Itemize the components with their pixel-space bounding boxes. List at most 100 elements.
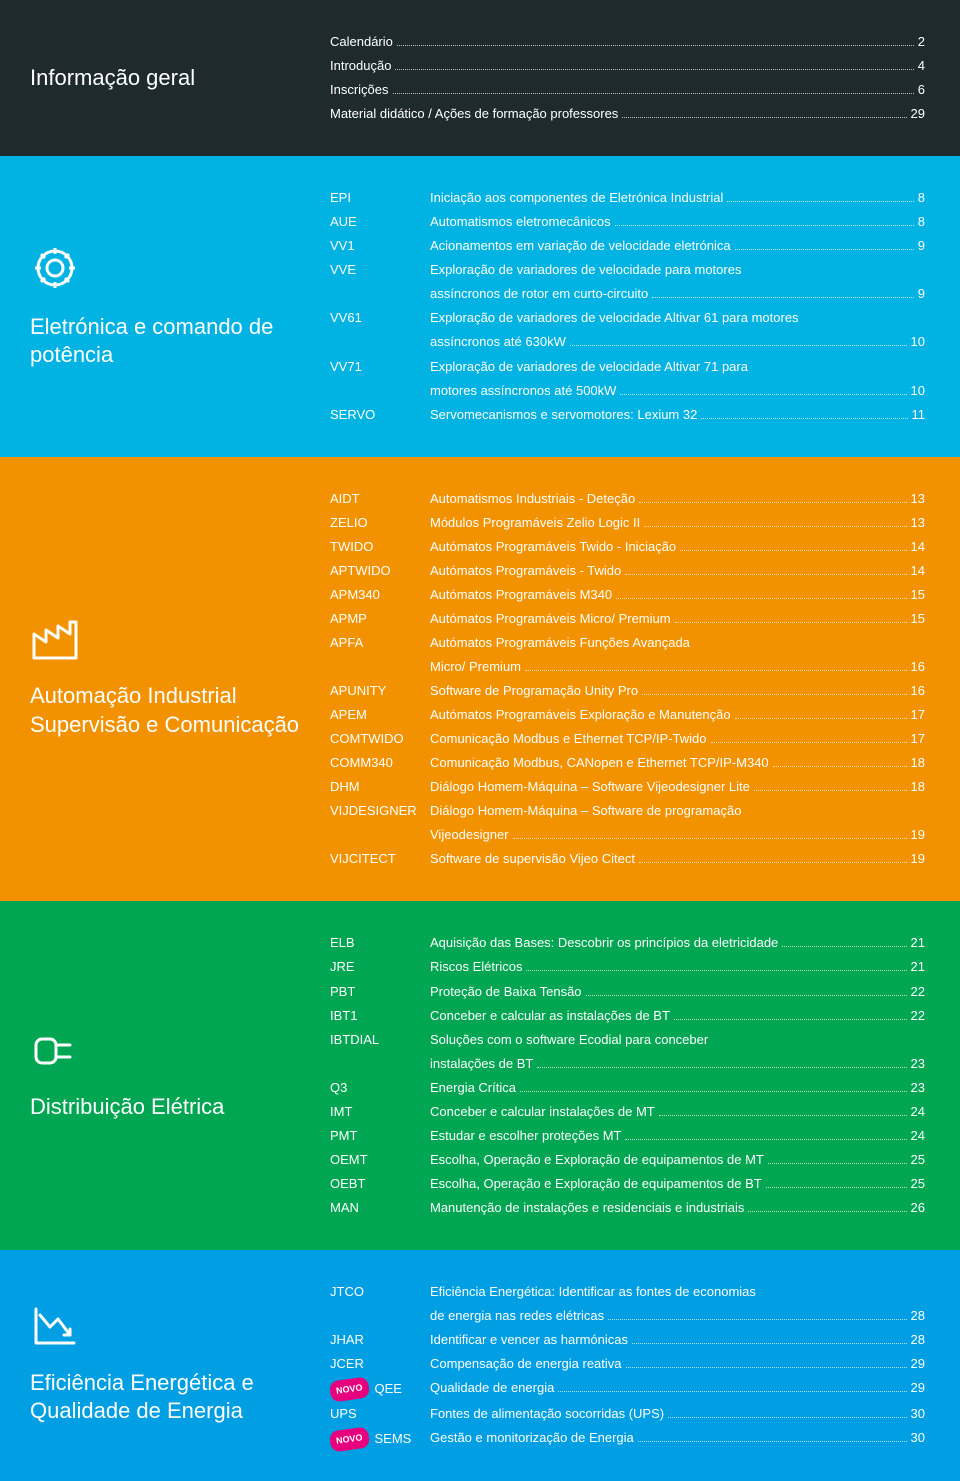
toc-row: MANManutenção de instalações e residenci… [330,1196,925,1220]
toc-code: IMT [330,1100,430,1124]
toc-leader [768,1163,907,1164]
toc-page: 19 [911,847,925,871]
toc-code: JHAR [330,1328,430,1352]
novo-badge: NOVO [329,1426,370,1452]
section-heading: Informação geral [30,30,330,126]
toc-label: Soluções com o software Ecodial para con… [430,1028,708,1052]
toc-leader [711,742,907,743]
toc-code: VV71 [330,355,430,379]
toc-row: JCERCompensação de energia reativa29 [330,1352,925,1376]
toc-row: APUNITYSoftware de Programação Unity Pro… [330,679,925,703]
toc-row: VIJDESIGNERDiálogo Homem-Máquina – Softw… [330,799,925,823]
plug-icon [30,1029,330,1078]
toc-row: AIDTAutomatismos Industriais - Deteção13 [330,487,925,511]
toc-row: VV1Acionamentos em variação de velocidad… [330,234,925,258]
toc-page: 2 [918,30,925,54]
toc-label: Comunicação Modbus, CANopen e Ethernet T… [430,751,769,775]
toc-label: Diálogo Homem-Máquina – Software Vijeode… [430,775,750,799]
toc-label: Exploração de variadores de velocidade A… [430,355,748,379]
toc-label: Introdução [330,54,391,78]
toc-leader [395,69,913,70]
toc-label: Módulos Programáveis Zelio Logic II [430,511,640,535]
toc-row: PMTEstudar e escolher proteções MT24 [330,1124,925,1148]
toc-page: 16 [911,655,925,679]
toc-page: 10 [911,330,925,354]
toc-leader [674,1019,907,1020]
toc-leader [668,1417,906,1418]
toc-code: VV61 [330,306,430,330]
toc-leader [615,225,914,226]
section-title: Informação geral [30,64,330,93]
toc-code: APM340 [330,583,430,607]
toc-leader [558,1391,906,1392]
toc-code: AUE [330,210,430,234]
toc-leader [680,550,906,551]
section-heading: Eficiência Energética e Qualidade de Ene… [30,1280,330,1451]
toc-row: Calendário2 [330,30,925,54]
toc-list: ELBAquisição das Bases: Descobrir os pri… [330,931,925,1220]
toc-label: Material didático / Ações de formação pr… [330,102,618,126]
toc-list: AIDTAutomatismos Industriais - Deteção13… [330,487,925,872]
section-title: Eficiência Energética e Qualidade de Ene… [30,1369,330,1426]
toc-page: 9 [918,282,925,306]
toc-label: Automatismos eletromecânicos [430,210,611,234]
section-distribuicao: Distribuição Elétrica ELBAquisição das Ba… [0,901,960,1250]
toc-code: IBTDIAL [330,1028,430,1052]
toc-leader [782,946,906,947]
toc-row: Inscrições6 [330,78,925,102]
toc-label: Conceber e calcular instalações de MT [430,1100,655,1124]
toc-leader [622,117,906,118]
toc-page: 29 [911,1352,925,1376]
toc-leader [754,790,907,791]
toc-code: JTCO [330,1280,430,1304]
toc-leader [659,1115,907,1116]
toc-code: JCER [330,1352,430,1376]
toc-row: APEMAutómatos Programáveis Exploração e … [330,703,925,727]
toc-row: Material didático / Ações de formação pr… [330,102,925,126]
toc-row: ELBAquisição das Bases: Descobrir os pri… [330,931,925,955]
toc-leader [537,1067,906,1068]
toc-leader [616,598,906,599]
toc-row: APTWIDOAutómatos Programáveis - Twido14 [330,559,925,583]
toc-code: APUNITY [330,679,430,703]
toc-leader [608,1319,906,1320]
toc-row: TWIDOAutómatos Programáveis Twido - Inic… [330,535,925,559]
toc-row: EPIIniciação aos componentes de Eletróni… [330,186,925,210]
toc-leader [639,502,906,503]
toc-code: APFA [330,631,430,655]
toc-list: Calendário2Introdução4Inscrições6Materia… [330,30,925,126]
toc-list: JTCOEficiência Energética: Identificar a… [330,1280,925,1451]
toc-label: motores assíncronos até 500kW [430,379,616,403]
toc-leader [620,394,906,395]
toc-page: 14 [911,559,925,583]
toc-code: Q3 [330,1076,430,1100]
toc-row: IBT1Conceber e calcular as instalações d… [330,1004,925,1028]
toc-label: Diálogo Homem-Máquina – Software de prog… [430,799,741,823]
toc-row: IMTConceber e calcular instalações de MT… [330,1100,925,1124]
toc-page: 8 [918,186,925,210]
toc-code: APMP [330,607,430,631]
toc-page: 6 [918,78,925,102]
toc-label: Autómatos Programáveis Twido - Iniciação [430,535,676,559]
toc-label: Estudar e escolher proteções MT [430,1124,621,1148]
section-heading: Distribuição Elétrica [30,931,330,1220]
gear-icon [30,243,330,298]
toc-code: PBT [330,980,430,1004]
toc-row: ZELIOMódulos Programáveis Zelio Logic II… [330,511,925,535]
toc-row: VIJCITECTSoftware de supervisão Vijeo Ci… [330,847,925,871]
toc-label: de energia nas redes elétricas [430,1304,604,1328]
toc-code: TWIDO [330,535,430,559]
toc-row: VV71Exploração de variadores de velocida… [330,355,925,379]
toc-code: UPS [330,1402,430,1426]
toc-page: 15 [911,607,925,631]
section-eletronica: Eletrónica e comando de potênciaEPIInici… [0,156,960,456]
toc-leader [748,1211,906,1212]
toc-code: VVE [330,258,430,282]
toc-label: Manutenção de instalações e residenciais… [430,1196,744,1220]
section-general: Informação geralCalendário2Introdução4In… [0,0,960,156]
section-title: Distribuição Elétrica [30,1093,330,1122]
toc-code: ZELIO [330,511,430,535]
toc-label: Energia Crítica [430,1076,516,1100]
toc-leader [642,694,906,695]
toc-row: UPSFontes de alimentação socorridas (UPS… [330,1402,925,1426]
